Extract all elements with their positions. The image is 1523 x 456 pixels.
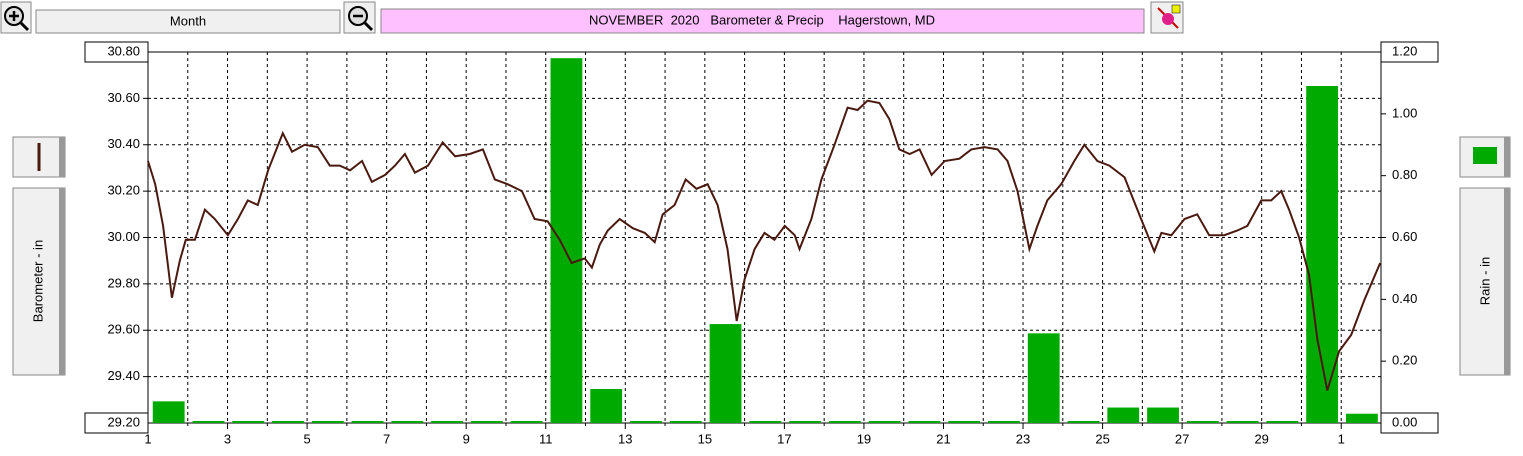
chart-title: NOVEMBER 2020 Barometer & Precip Hagerst…: [589, 12, 935, 27]
zoom-out-button[interactable]: [343, 1, 376, 34]
x-tick-label: 15: [698, 431, 712, 446]
y-tick-label: 30.00: [107, 229, 140, 244]
bar: [431, 421, 464, 423]
x-tick-label: 21: [936, 431, 950, 446]
y2-tick-label: 0.60: [1392, 229, 1417, 244]
rain-axis-button[interactable]: Rain - in: [1459, 187, 1511, 376]
x-tick-label: 27: [1175, 431, 1189, 446]
y-tick-label: 30.80: [107, 43, 140, 58]
bar: [1147, 407, 1179, 423]
bar: [510, 421, 543, 423]
bar: [1067, 421, 1100, 423]
range-button[interactable]: Month: [35, 9, 341, 34]
legend-label: Rain - in: [1477, 257, 1492, 305]
title-box: [380, 8, 1145, 34]
line: [147, 99, 1382, 391]
y2-tick-label: 0.20: [1392, 353, 1417, 368]
bar: [272, 421, 304, 423]
x-tick-label: 23: [1016, 431, 1030, 446]
x-tick-label: 1: [1338, 431, 1345, 446]
bar: [192, 421, 225, 423]
y-end-box: [84, 41, 149, 63]
bar: [1107, 407, 1140, 423]
bar: [1266, 421, 1299, 423]
y-tick-label: 29.20: [107, 414, 140, 429]
y-tick-label: 30.40: [107, 136, 140, 151]
x-tick-label: 9: [463, 431, 470, 446]
bar: [908, 421, 941, 423]
y2-tick-label: 0.00: [1392, 414, 1417, 429]
bar: [828, 421, 861, 423]
settings-button[interactable]: [1150, 1, 1184, 34]
y-end-box: [84, 412, 149, 434]
barometer-legend-button[interactable]: [12, 136, 66, 178]
x-tick-label: 11: [539, 431, 553, 446]
bar: [1226, 421, 1259, 423]
bar: [868, 421, 901, 423]
bar: [948, 421, 981, 423]
x-tick-label: 29: [1254, 431, 1268, 446]
y-tick-label: 30.20: [107, 183, 140, 198]
bar: [709, 324, 742, 423]
bar: [789, 421, 821, 423]
plot-area: [147, 51, 1382, 424]
y-tick-label: 30.60: [107, 90, 140, 105]
bar: [351, 421, 384, 423]
y-tick-label: 29.40: [107, 368, 140, 383]
y2-tick-label: 1.00: [1392, 105, 1417, 120]
barometer-axis-button[interactable]: Barometer - in: [12, 187, 66, 376]
y-tick-label: 29.60: [107, 322, 140, 337]
x-tick-label: 25: [1095, 431, 1109, 446]
zoom-in-button[interactable]: [0, 1, 32, 34]
bar: [1027, 333, 1060, 423]
bar: [1345, 413, 1378, 423]
y-tick-label: 29.80: [107, 275, 140, 290]
bar: [749, 421, 782, 423]
bar: [1186, 421, 1219, 423]
x-tick-label: 17: [777, 431, 791, 446]
bar: [391, 421, 424, 423]
bar: [550, 58, 583, 423]
x-tick-label: 3: [224, 431, 231, 446]
x-tick-label: 19: [857, 431, 871, 446]
y2-end-box: [1380, 412, 1439, 434]
x-tick-label: 1: [144, 431, 151, 446]
legend-label: Barometer - in: [30, 240, 45, 322]
x-tick-label: 13: [618, 431, 632, 446]
bar: [669, 421, 702, 423]
bar: [630, 421, 662, 423]
rain-legend-button[interactable]: [1459, 136, 1511, 178]
bar: [470, 421, 503, 423]
y2-end-box: [1380, 41, 1439, 63]
x-tick-label: 5: [303, 431, 310, 446]
range-label: Month: [170, 13, 206, 28]
bar: [152, 401, 185, 423]
x-tick-label: 7: [383, 431, 390, 446]
bar: [232, 421, 265, 423]
y2-tick-label: 0.80: [1392, 167, 1417, 182]
y2-tick-label: 1.20: [1392, 43, 1417, 58]
y2-tick-label: 0.40: [1392, 291, 1417, 306]
bar: [988, 421, 1020, 423]
bar: [590, 388, 623, 423]
bar: [311, 421, 344, 423]
